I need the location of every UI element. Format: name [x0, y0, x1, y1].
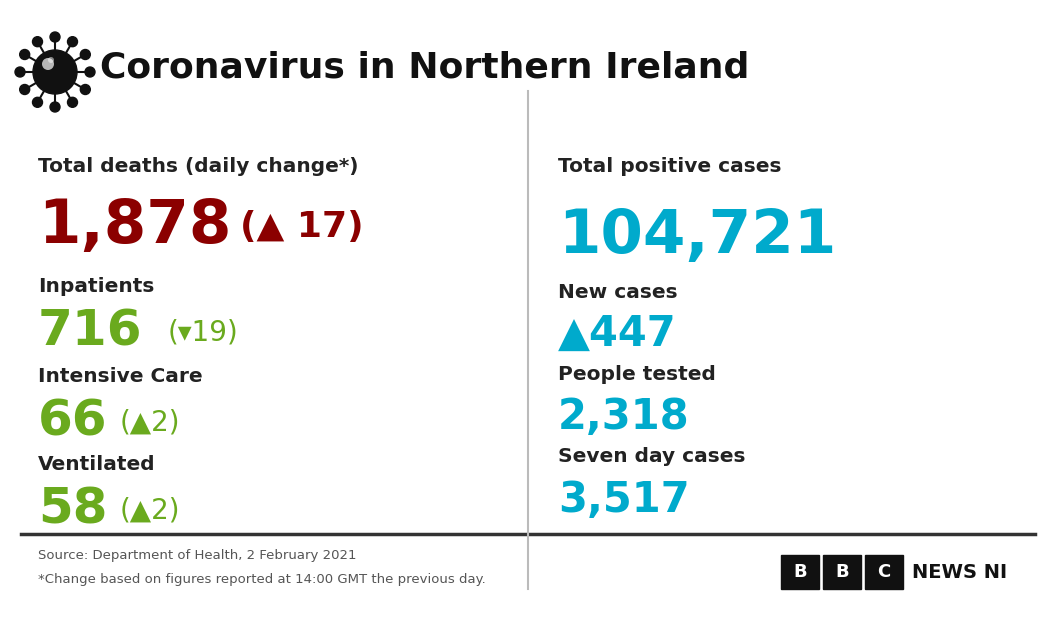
Text: Source: Department of Health, 2 February 2021: Source: Department of Health, 2 February…	[38, 549, 357, 562]
Text: Inpatients: Inpatients	[38, 278, 154, 297]
Circle shape	[33, 97, 42, 107]
FancyBboxPatch shape	[865, 555, 903, 589]
Text: NEWS NI: NEWS NI	[912, 562, 1007, 581]
Circle shape	[20, 85, 30, 95]
Text: 58: 58	[38, 486, 108, 534]
Text: 2,318: 2,318	[558, 396, 690, 438]
Circle shape	[33, 37, 42, 46]
Text: Seven day cases: Seven day cases	[558, 448, 746, 466]
Circle shape	[68, 37, 77, 46]
Text: *Change based on figures reported at 14:00 GMT the previous day.: *Change based on figures reported at 14:…	[38, 574, 486, 586]
Circle shape	[42, 58, 54, 70]
Text: 716: 716	[38, 308, 143, 356]
Text: (▾19): (▾19)	[168, 318, 239, 346]
Text: Total positive cases: Total positive cases	[558, 157, 781, 176]
Circle shape	[20, 50, 30, 60]
Text: New cases: New cases	[558, 283, 678, 302]
Circle shape	[80, 50, 91, 60]
Circle shape	[80, 85, 91, 95]
Text: Intensive Care: Intensive Care	[38, 367, 203, 386]
Circle shape	[84, 67, 95, 77]
Text: (▲2): (▲2)	[120, 408, 181, 436]
Text: ▲447: ▲447	[558, 313, 677, 355]
Text: B: B	[793, 563, 807, 581]
Text: Coronavirus in Northern Ireland: Coronavirus in Northern Ireland	[100, 50, 750, 84]
Circle shape	[68, 97, 77, 107]
Text: (▲2): (▲2)	[120, 496, 181, 524]
Circle shape	[33, 50, 77, 94]
Text: 66: 66	[38, 398, 108, 446]
Circle shape	[50, 32, 60, 42]
Text: C: C	[878, 563, 890, 581]
Text: 104,721: 104,721	[558, 208, 836, 266]
Circle shape	[15, 67, 25, 77]
FancyBboxPatch shape	[823, 555, 861, 589]
Text: 3,517: 3,517	[558, 479, 690, 521]
Text: Total deaths (daily change*): Total deaths (daily change*)	[38, 157, 358, 176]
Circle shape	[48, 57, 54, 63]
Text: B: B	[835, 563, 849, 581]
Text: 1,878: 1,878	[38, 198, 231, 256]
Text: Ventilated: Ventilated	[38, 455, 155, 475]
Text: People tested: People tested	[558, 364, 716, 384]
Circle shape	[50, 102, 60, 112]
FancyBboxPatch shape	[781, 555, 819, 589]
Text: (▲ 17): (▲ 17)	[240, 210, 363, 244]
